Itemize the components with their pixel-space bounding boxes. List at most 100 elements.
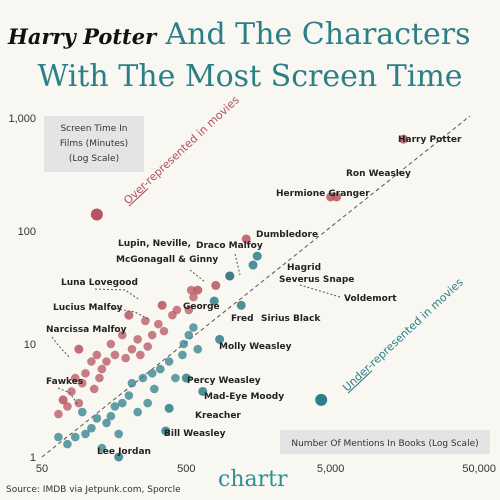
leader-line [189,269,206,283]
x-axis-label-bg [280,430,490,454]
data-point [81,429,90,439]
data-point [155,364,165,374]
y-axis-label-line1: Screen Time In [60,124,127,134]
point-label: Ron Weasley [346,169,411,179]
leader-lines [51,253,341,406]
source-note: Source: IMDB via Jetpunk.com, Sporcle [6,485,181,495]
data-point [143,342,153,351]
x-tick-label: 5,000 [317,463,345,475]
leader-line [94,288,141,301]
data-point [95,373,104,383]
data-point [124,310,134,320]
data-point [179,339,189,349]
y-tick-label: 100 [18,226,36,238]
y-axis-label-bg [44,116,144,172]
data-point [87,357,96,366]
data-point [198,386,208,396]
data-point [77,407,87,417]
data-point [63,439,72,449]
data-point [164,357,174,366]
chart-title-line2: With The Most Screen Time [37,59,462,94]
point-label: Lupin, Neville, [118,239,191,249]
data-point [58,395,68,405]
data-point [102,357,111,366]
y-tick-label: 10 [24,339,36,351]
data-point [147,330,157,340]
data-point [54,432,63,442]
data-point [133,407,142,417]
point-label: Harry Potter [398,135,462,145]
leader-line [51,336,71,359]
data-point [127,378,137,388]
data-point [70,432,80,442]
data-point [136,350,145,360]
data-point [74,398,84,408]
y-tick-label: 1,000 [8,113,36,125]
point-label: Fawkes [46,377,83,387]
data-point [92,414,102,423]
point-labels: Harry Potter Ron Weasley Hermione Granger D… [46,135,462,457]
data-point [147,369,157,378]
y-axis-label-line2: Films (Minutes) [60,139,128,149]
x-tick-label: 50,000 [462,463,496,475]
data-point [241,234,251,244]
point-label: Voldemort [344,294,397,304]
data-point [209,296,219,306]
data-point [168,310,177,320]
data-point [215,334,225,344]
leader-line [234,253,241,276]
data-point [211,280,221,290]
diagonal-reference-line [41,115,471,458]
point-label: Mad-Eye Moody [204,392,284,402]
data-point [184,305,194,315]
point-label: Molly Weasley [219,342,292,352]
data-point [87,423,96,433]
data-point [89,384,99,394]
data-point [54,409,63,419]
y-axis-label-box: Screen Time In Films (Minutes) (Log Scal… [44,116,144,172]
point-label: Fred [231,314,254,324]
harry-potter-logo: Harry Potter [7,24,158,49]
data-point [236,300,246,310]
over-rest: -represented in movies [140,93,242,189]
data-point [157,300,167,310]
chart-title-line1: And The Characters [164,17,470,52]
data-point [133,335,142,344]
point-label: Bill Weasley [164,429,226,439]
x-tick-label: 500 [177,463,195,475]
axis-ticks: 50 500 5,000 50,000 1,000 100 10 1 [8,113,496,475]
data-point [110,350,120,360]
data-point [159,326,169,336]
data-point [150,384,159,394]
data-point [189,292,198,302]
data-point [77,378,87,388]
data-point [186,285,196,295]
y-tick-label: 1 [30,452,36,464]
under-rest: -represented in movies [364,276,466,372]
data-point [154,319,163,329]
data-point [97,364,107,374]
data-point [74,344,84,354]
data-point [114,452,124,462]
data-point [399,134,409,144]
data-point [97,443,107,453]
data-point [181,373,191,383]
data-points [54,134,409,462]
data-point [106,339,116,349]
data-point [114,429,124,439]
data-point [143,398,153,408]
data-point [193,285,203,295]
data-point [248,260,258,270]
data-point [110,402,120,411]
data-point [117,398,127,408]
data-point [164,403,174,413]
point-label: Dumbledore [256,230,318,240]
legend-marker-over [90,208,103,221]
data-point [141,316,150,326]
x-axis-label-box: Number Of Mentions In Books (Log Scale) [280,430,490,454]
data-point [121,353,130,363]
data-point [178,350,187,360]
data-point [161,426,171,436]
data-point [117,330,127,340]
